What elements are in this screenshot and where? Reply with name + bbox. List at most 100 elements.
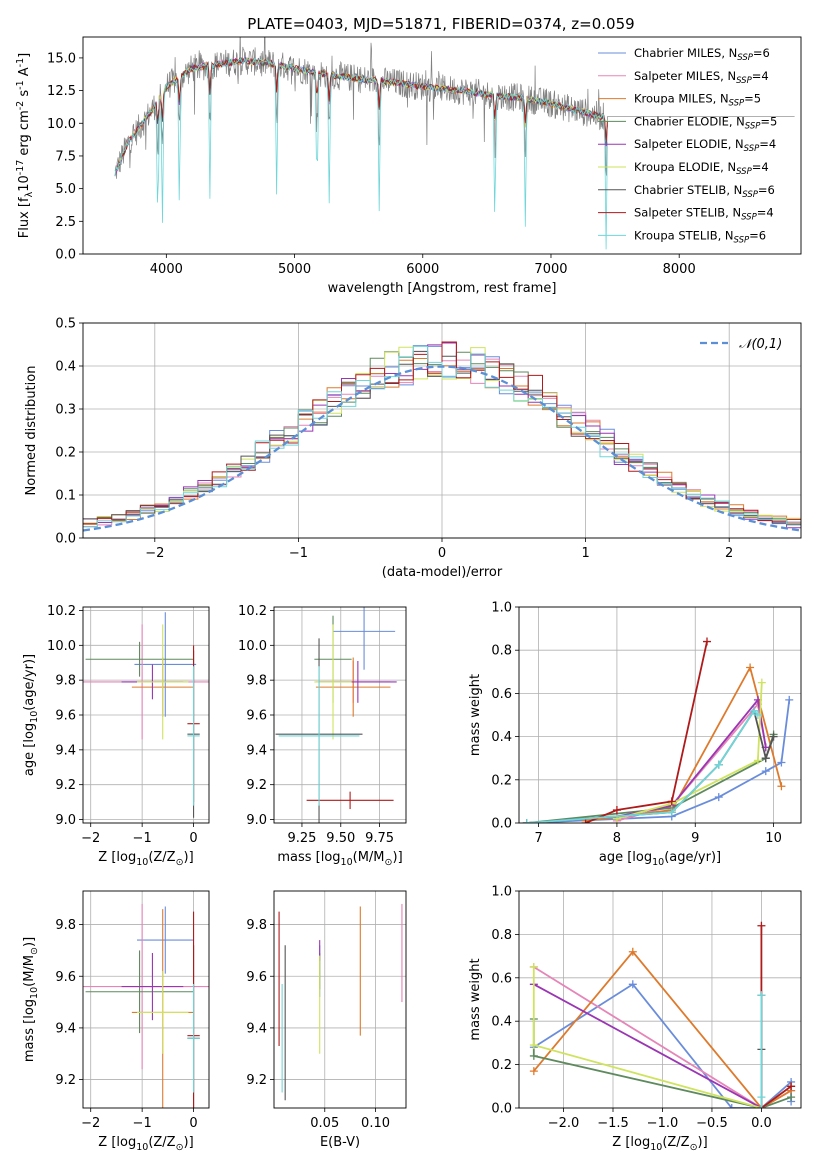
x-tick-label: 8000 [663, 262, 696, 277]
massweight_vs_age-frame [518, 606, 802, 824]
errorbar-point [137, 906, 194, 974]
x-tick-label: 9 [691, 831, 699, 846]
x-tick-label: 0.0 [751, 1116, 772, 1131]
x-tick-label: 0.05 [310, 1116, 339, 1131]
x-tick-label: 9.75 [365, 831, 394, 846]
y-axis-label: Flux [fλ​10-17​ erg cm-2​ s-1​ A-1​] [15, 53, 35, 238]
gaussian-curve [83, 365, 801, 532]
y-tick-label: 0.2 [491, 1058, 512, 1073]
y-tick-label: 7.5 [55, 149, 76, 164]
residuals-axes: −2 −1 0 1 2 0.0 0.1 0.2 0.3 0.4 0.5 (data-model)/er… [24, 317, 801, 580]
data-point-marker [667, 808, 676, 817]
y-axis-label: age [log10​(age/yr)] [22, 654, 40, 776]
data-point-marker [746, 663, 755, 672]
data-point-marker [529, 962, 538, 971]
y-tick-label: 9.4 [246, 743, 267, 758]
errorbar-point [137, 624, 189, 740]
mass-weight-series [526, 699, 791, 823]
x-tick-label: −1 [133, 1116, 152, 1131]
age_vs_Z-axes: −2 −1 0 9.0 9.2 9.4 9.6 9.8 10.0 10.2 Z [log10​(Z/… [22, 604, 209, 868]
x-tick-label: 0 [189, 1116, 197, 1131]
data-point-marker [714, 760, 723, 769]
y-tick-label: 0.1 [55, 489, 76, 504]
y-tick-label: 0.0 [55, 532, 76, 547]
y-tick-label: 9.8 [246, 674, 267, 689]
age_vs_Z-frame [82, 606, 210, 824]
model-spectrum-line [114, 57, 608, 250]
legend-label: Kroupa STELIB, NSSP=6 [634, 228, 766, 245]
y-tick-label: 9.2 [55, 1073, 76, 1088]
y-axis-label: Normed distribution [24, 366, 39, 496]
data-point-marker [529, 1067, 538, 1076]
x-tick-label: 0 [189, 831, 197, 846]
legend-label: Salpeter STELIB, NSSP=4 [634, 206, 774, 223]
errorbar-point [187, 666, 200, 806]
x-axis-label: Z [log10​(Z/Z⊙​)] [98, 1135, 193, 1153]
data-point-marker [529, 1041, 538, 1050]
data-point-marker [777, 758, 786, 767]
data-point-marker [787, 1093, 796, 1102]
x-tick-label: 4000 [150, 262, 183, 277]
data-point-marker [628, 947, 637, 956]
model-spectrum-line [114, 57, 608, 175]
y-tick-label: 10.0 [47, 117, 76, 132]
data-point-marker [581, 819, 590, 823]
mass_vs_Z-axes: −2 −1 0 9.2 9.4 9.6 9.8 Z [log10​(Z/Z⊙​)] mass [… [22, 891, 209, 1153]
errorbar-point [85, 641, 194, 677]
mass-weight-series [526, 708, 775, 823]
y-tick-label: 1.0 [491, 601, 512, 616]
y-tick-label: 15.0 [47, 51, 76, 66]
y-tick-label: 9.6 [55, 970, 76, 985]
age_vs_mass-frame [273, 606, 407, 824]
age_vs_mass-axes: 9.25 9.50 9.75 9.0 9.2 9.4 9.6 9.8 10.0 10.2 mass … [238, 604, 406, 868]
x-tick-label: 6000 [406, 262, 439, 277]
errorbar-point [134, 612, 197, 717]
mass_vs_Z-frame [82, 890, 210, 1109]
errorbar-point [121, 953, 184, 1021]
y-tick-label: 9.4 [55, 1021, 76, 1036]
y-tick-label: 9.6 [246, 970, 267, 985]
data-point-marker [727, 1104, 736, 1108]
x-tick-label: −2 [81, 1116, 100, 1131]
x-tick-label: 9.50 [326, 831, 355, 846]
data-point-marker [753, 711, 762, 719]
data-point-marker [757, 1093, 766, 1102]
x-axis-label: E(B-V) [320, 1135, 360, 1150]
y-tick-label: 9.4 [246, 1021, 267, 1036]
x-tick-label: 7 [534, 831, 542, 846]
y-tick-label: 0.0 [491, 817, 512, 832]
spectrum-legend: Chabrier MILES, NSSP=6 Salpeter MILES, NS… [598, 46, 777, 245]
y-tick-label: 9.2 [246, 1073, 267, 1088]
x-tick-label: −1.0 [647, 1116, 679, 1131]
mass_vs_ebv-errorbars [278, 903, 403, 1101]
y-axis-label: mass weight [468, 958, 483, 1040]
errorbar-point [306, 791, 394, 810]
massweight_vs_age-axes: 7 8 9 10 0.0 0.2 0.4 0.6 0.8 1.0 age [log10​(age/y… [468, 601, 801, 868]
massweight_vs_Z-lines [529, 921, 796, 1108]
massweight_vs_age-lines [522, 637, 794, 823]
legend-label: Chabrier MILES, NSSP=6 [634, 46, 770, 63]
y-tick-label: 9.0 [55, 813, 76, 828]
y-tick-label: 10.0 [47, 639, 76, 654]
y-tick-label: 0.8 [491, 644, 512, 659]
x-tick-label: −0.5 [696, 1116, 728, 1131]
legend-label: Kroupa ELODIE, NSSP=4 [634, 160, 769, 177]
massweight_vs_Z-frame [518, 890, 802, 1109]
errorbar-point [278, 666, 360, 806]
residual-histograms [83, 341, 801, 532]
data-point-marker [529, 1051, 538, 1060]
mass_vs_ebv-frame [273, 890, 407, 1109]
errorbar-point [315, 657, 391, 717]
y-tick-label: 2.5 [55, 215, 76, 230]
errorbar-point [187, 984, 200, 1093]
y-tick-label: 0.6 [491, 687, 512, 702]
data-point-marker [714, 793, 723, 802]
x-tick-label: −1.5 [597, 1116, 629, 1131]
y-tick-label: 10.2 [47, 604, 76, 619]
y-axis-label: mass [log10​(M/M⊙​)] [22, 937, 40, 1062]
data-point-marker [522, 819, 531, 823]
age_vs_Z-errorbars [83, 612, 209, 818]
y-tick-label: 0.5 [55, 317, 76, 332]
y-tick-label: 9.8 [246, 918, 267, 933]
